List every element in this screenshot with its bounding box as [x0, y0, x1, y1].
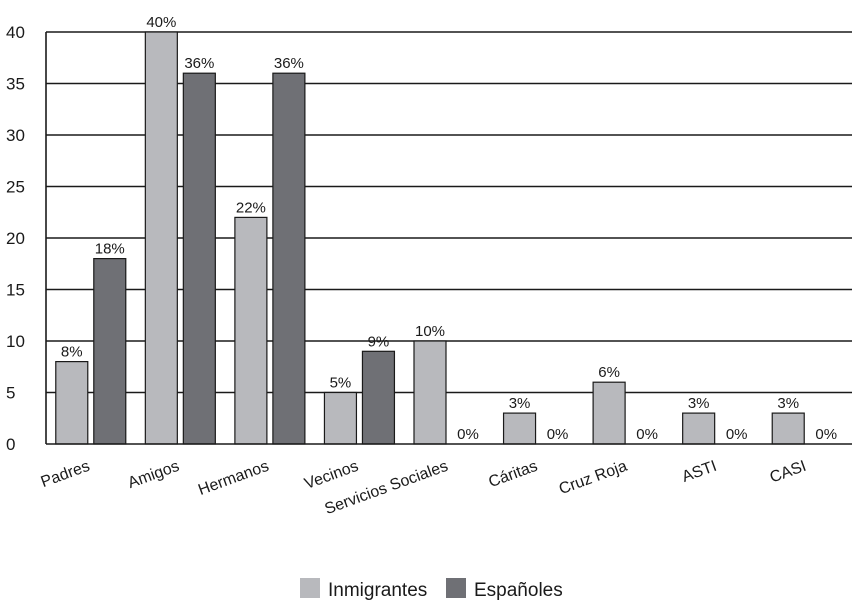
bar-espanoles: [272, 72, 306, 445]
y-axis: 0 5 10 15 20 25 30 35 40: [6, 23, 47, 454]
x-tick-label: ASTI: [680, 458, 719, 486]
bars: [55, 31, 805, 445]
x-tick-label: CASI: [768, 458, 809, 487]
y-tick-label: 25: [6, 178, 25, 197]
data-label: 6%: [598, 364, 620, 381]
data-labels: 8% 18% 40% 36% 22% 36% 5% 9% 10% 0% 3% 0% 6% 0% 3% 0% 3%…: [61, 14, 837, 443]
y-tick-label: 35: [6, 75, 25, 94]
bar-inmigrantes: [592, 381, 626, 445]
data-label: 3%: [777, 395, 799, 412]
y-tick-label: 10: [6, 332, 25, 351]
data-label: 0%: [547, 426, 569, 443]
y-tick-label: 5: [6, 384, 15, 403]
bar-inmigrantes: [771, 412, 805, 445]
legend-label: Inmigrantes: [328, 580, 427, 601]
data-label: 0%: [726, 426, 748, 443]
bar-inmigrantes: [682, 412, 716, 445]
data-label: 9%: [368, 333, 390, 350]
bar-espanoles: [182, 72, 216, 445]
data-label: 8%: [61, 344, 83, 361]
x-tick-label: Amigos: [126, 458, 182, 492]
y-tick-label: 15: [6, 281, 25, 300]
bar-espanoles: [93, 258, 127, 445]
x-tick-label: Vecinos: [302, 458, 360, 493]
x-tick-label: Cáritas: [486, 458, 539, 491]
bar-inmigrantes: [144, 31, 178, 445]
x-tick-label: Padres: [39, 458, 92, 491]
y-tick-label: 40: [6, 23, 25, 42]
bar-inmigrantes: [55, 361, 89, 445]
data-label: 36%: [184, 55, 214, 72]
y-tick-label: 20: [6, 229, 25, 248]
data-label: 0%: [457, 426, 479, 443]
bar-inmigrantes: [323, 391, 358, 445]
data-label: 0%: [815, 426, 837, 443]
data-label: 36%: [274, 55, 304, 72]
grid-lines: [46, 31, 852, 394]
data-label: 3%: [509, 395, 531, 412]
data-label: 5%: [330, 375, 352, 392]
legend-swatch: [300, 578, 320, 598]
bar-inmigrantes: [502, 412, 537, 445]
y-tick-label: 0: [6, 435, 15, 454]
data-label: 40%: [146, 14, 176, 31]
data-label: 18%: [95, 241, 125, 258]
data-label: 10%: [415, 323, 445, 340]
data-label: 22%: [236, 199, 266, 216]
data-label: 0%: [636, 426, 658, 443]
y-tick-label: 30: [6, 126, 25, 145]
data-label: 3%: [688, 395, 710, 412]
legend-label: Españoles: [474, 580, 563, 601]
legend: Inmigrantes Españoles: [300, 578, 563, 601]
bar-espanoles: [361, 350, 396, 445]
bar-inmigrantes: [234, 216, 268, 445]
legend-swatch: [446, 578, 466, 598]
bar-inmigrantes: [413, 340, 447, 445]
x-tick-label: Cruz Roja: [557, 458, 630, 498]
x-tick-label: Hermanos: [196, 458, 271, 499]
